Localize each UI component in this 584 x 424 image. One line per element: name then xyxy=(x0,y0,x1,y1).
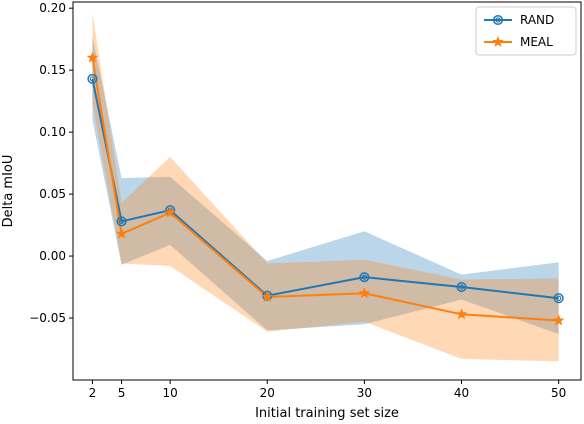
meal-point xyxy=(86,51,99,63)
y-tick-label: −0.05 xyxy=(29,311,66,325)
y-tick-label: 0.00 xyxy=(39,249,66,263)
x-axis-ticks: 2 5 10 20 30 40 50 xyxy=(89,380,566,400)
y-tick-label: 0.20 xyxy=(39,1,66,15)
rand-point xyxy=(456,281,467,293)
legend-label-rand: RAND xyxy=(520,13,554,27)
x-tick-label: 20 xyxy=(260,386,275,400)
legend: RAND MEAL xyxy=(475,6,577,56)
x-tick-label: 40 xyxy=(454,386,469,400)
plot-frame xyxy=(72,1,582,381)
x-axis-label: Initial training set size xyxy=(255,406,399,421)
rand-point xyxy=(553,293,564,304)
legend-label-meal: MEAL xyxy=(520,35,553,49)
rand-point xyxy=(359,272,370,283)
rand-band xyxy=(92,36,559,335)
y-tick-label: 0.05 xyxy=(39,187,66,201)
legend-entry-meal: MEAL xyxy=(484,35,553,49)
series-markers xyxy=(86,51,565,326)
x-tick-label: 30 xyxy=(357,386,372,400)
rand-point xyxy=(87,73,98,84)
x-tick-label: 50 xyxy=(551,386,566,400)
x-tick-label: 10 xyxy=(162,386,177,400)
meal-point xyxy=(455,308,468,320)
meal-point xyxy=(115,227,128,239)
legend-entry-rand: RAND xyxy=(484,13,554,27)
x-tick-label: 5 xyxy=(118,386,126,400)
meal-point xyxy=(552,314,565,326)
y-axis-ticks: 0.20 0.15 0.10 0.05 0.00 −0.05 xyxy=(29,1,73,325)
rand-point xyxy=(116,216,127,227)
meal-point xyxy=(261,290,274,302)
y-axis-label: Delta mIoU xyxy=(1,155,16,228)
legend-marker-meal xyxy=(492,35,504,48)
meal-point xyxy=(358,287,371,299)
y-tick-label: 0.10 xyxy=(39,125,66,139)
x-tick-label: 2 xyxy=(89,386,97,400)
meal-band xyxy=(92,13,559,362)
meal-point xyxy=(164,206,177,218)
confidence-bands xyxy=(92,13,559,362)
y-tick-label: 0.15 xyxy=(39,63,66,77)
legend-marker-rand xyxy=(492,14,504,26)
